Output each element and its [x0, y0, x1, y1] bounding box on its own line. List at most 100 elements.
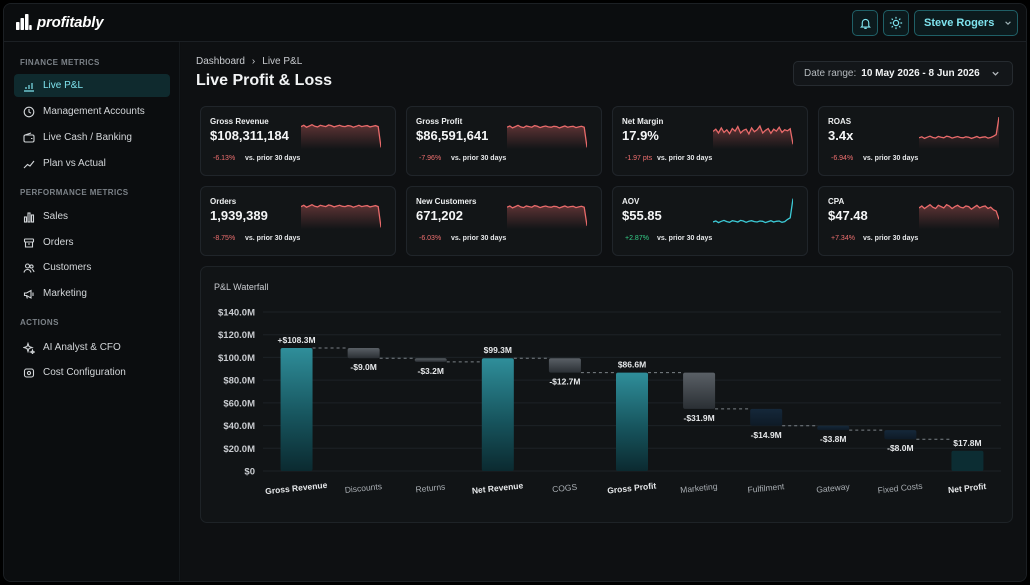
- breadcrumb-root[interactable]: Dashboard: [196, 56, 245, 67]
- kpi-title: Gross Revenue: [210, 117, 269, 126]
- sidebar-item-label: Management Accounts: [43, 106, 145, 117]
- waterfall-bar[interactable]: [683, 372, 716, 409]
- kpi-card[interactable]: Net Margin 17.9% -1.97 pts vs. prior 30 day…: [612, 106, 808, 176]
- kpi-compare: vs. prior 30 days: [657, 235, 713, 242]
- waterfall-bar[interactable]: [481, 358, 514, 471]
- kpi-value: $108,311,184: [210, 128, 289, 143]
- kpi-value: $47.48: [828, 208, 868, 223]
- kpi-title: ROAS: [828, 117, 852, 126]
- waterfall-bar[interactable]: [817, 425, 850, 431]
- kpi-value: $55.85: [622, 208, 662, 223]
- kpi-delta: -6.94%: [831, 155, 854, 162]
- megaphone-icon: [23, 289, 34, 299]
- waterfall-bar[interactable]: [347, 348, 380, 359]
- bell-icon: [859, 18, 871, 29]
- pl-waterfall-panel: P&L Waterfall $0 $20.0M $40.0M $60.0M $80.0M…: [200, 266, 1013, 523]
- date-range-value: 10 May 2026 - 8 Jun 2026: [861, 68, 980, 79]
- sidebar-item-label: Marketing: [43, 288, 87, 299]
- sparkline-area: [919, 204, 999, 229]
- sidebar-item-orders[interactable]: Orders: [14, 231, 170, 254]
- main-content: Dashboard › Live P&L Live Profit & Loss …: [181, 42, 1026, 581]
- section-title-finance: FINANCE METRICS: [20, 58, 100, 67]
- x-tick-label: COGS: [552, 482, 578, 495]
- sidebar-item-sales[interactable]: Sales: [14, 205, 170, 228]
- breadcrumb-current: Live P&L: [262, 56, 303, 67]
- clock-icon: [23, 106, 35, 117]
- kpi-card[interactable]: CPA $47.48 +7.34% vs. prior 30 days: [818, 186, 1014, 256]
- sidebar-item-management-accounts[interactable]: Management Accounts: [14, 100, 170, 123]
- sidebar-item-live-pl[interactable]: Live P&L: [14, 74, 170, 97]
- data-label: $17.8M: [953, 438, 981, 448]
- logo[interactable]: profitably: [15, 13, 104, 31]
- x-tick-label: Gross Revenue: [265, 480, 328, 496]
- kpi-card[interactable]: Gross Revenue $108,311,184 -6.13% vs. prior…: [200, 106, 396, 176]
- app-window: profitably Steve Rogers FINANCE METRICS …: [3, 3, 1027, 582]
- chevron-down-icon: [1005, 21, 1012, 25]
- kpi-card[interactable]: ROAS 3.4x -6.94% vs. prior 30 days: [818, 106, 1014, 176]
- y-tick-label: $120.0M: [218, 330, 255, 341]
- kpi-compare: vs. prior 30 days: [657, 155, 713, 162]
- kpi-delta: -6.03%: [419, 235, 442, 242]
- data-label: +$108.3M: [278, 335, 316, 345]
- sidebar-item-ai-analyst[interactable]: AI Analyst & CFO: [14, 336, 170, 359]
- data-label: -$12.7M: [549, 377, 580, 387]
- sparkline-area: [507, 125, 587, 149]
- kpi-compare: vs. prior 30 days: [451, 235, 507, 242]
- waterfall-bar[interactable]: [616, 372, 648, 471]
- sidebar: FINANCE METRICS Live P&L Management Acco…: [4, 42, 180, 581]
- user-menu-button[interactable]: Steve Rogers: [914, 10, 1018, 36]
- sparkline-line: [919, 203, 999, 220]
- sidebar-item-marketing[interactable]: Marketing: [14, 282, 170, 305]
- bar-chart-icon: [23, 211, 35, 223]
- theme-toggle-button[interactable]: [883, 10, 909, 36]
- kpi-sparkline: [919, 203, 999, 229]
- notifications-button[interactable]: [852, 10, 878, 36]
- sparkline-area: [301, 204, 381, 229]
- kpi-delta: -6.13%: [213, 155, 236, 162]
- sidebar-item-customers[interactable]: Customers: [14, 256, 170, 279]
- x-tick-label: Discounts: [344, 481, 382, 495]
- kpi-compare: vs. prior 30 days: [863, 155, 919, 162]
- sparkline-area: [507, 205, 587, 229]
- sidebar-item-plan-vs-actual[interactable]: Plan vs Actual: [14, 152, 170, 175]
- breadcrumb-separator: ›: [251, 56, 256, 67]
- waterfall-bar[interactable]: [750, 408, 783, 426]
- kpi-card[interactable]: Gross Profit $86,591,641 -7.96% vs. prior 3…: [406, 106, 602, 176]
- kpi-value: $86,591,641: [416, 128, 489, 143]
- section-title-actions: ACTIONS: [20, 318, 59, 327]
- waterfall-chart: $0 $20.0M $40.0M $60.0M $80.0M $100.0M $120.0M…: [218, 308, 1001, 496]
- chevron-down-icon: [992, 71, 999, 76]
- data-label: $99.3M: [484, 345, 512, 355]
- x-tick-label: Fulfilment: [747, 481, 785, 495]
- sparkle-icon: [23, 341, 35, 354]
- sparkline-line: [507, 124, 587, 148]
- waterfall-bar[interactable]: [548, 358, 581, 373]
- sidebar-item-label: Cost Configuration: [43, 367, 126, 378]
- data-label: $86.6M: [618, 360, 646, 370]
- box-icon: [23, 237, 35, 248]
- kpi-card[interactable]: New Customers 671,202 -6.03% vs. prior 30 d…: [406, 186, 602, 256]
- kpi-value: 671,202: [416, 208, 463, 223]
- kpi-card[interactable]: Orders 1,939,389 -8.75% vs. prior 30 days: [200, 186, 396, 256]
- wallet-icon: [23, 131, 35, 143]
- y-tick-label: $60.0M: [223, 398, 255, 409]
- kpi-sparkline: [507, 124, 587, 149]
- x-tick-label: Marketing: [680, 481, 718, 495]
- date-range-picker[interactable]: Date range: 10 May 2026 - 8 Jun 2026: [793, 61, 1013, 86]
- waterfall-bar[interactable]: [884, 430, 917, 440]
- sidebar-item-label: Customers: [43, 262, 92, 273]
- kpi-value: 1,939,389: [210, 208, 268, 223]
- user-name: Steve Rogers: [924, 17, 995, 29]
- sidebar-item-live-cash[interactable]: Live Cash / Banking: [14, 126, 170, 149]
- waterfall-bar[interactable]: [951, 450, 984, 471]
- sidebar-item-cost-configuration[interactable]: Cost Configuration: [14, 361, 170, 384]
- kpi-compare: vs. prior 30 days: [863, 235, 919, 242]
- sun-icon: [889, 16, 903, 30]
- waterfall-bar[interactable]: [280, 348, 313, 471]
- kpi-delta: +7.34%: [831, 235, 855, 242]
- kpi-card[interactable]: AOV $55.85 +2.87% vs. prior 30 days: [612, 186, 808, 256]
- breadcrumb: Dashboard › Live P&L: [196, 56, 302, 67]
- waterfall-bar[interactable]: [414, 358, 447, 362]
- sparkline-line: [507, 204, 587, 226]
- sidebar-item-label: AI Analyst & CFO: [43, 342, 121, 353]
